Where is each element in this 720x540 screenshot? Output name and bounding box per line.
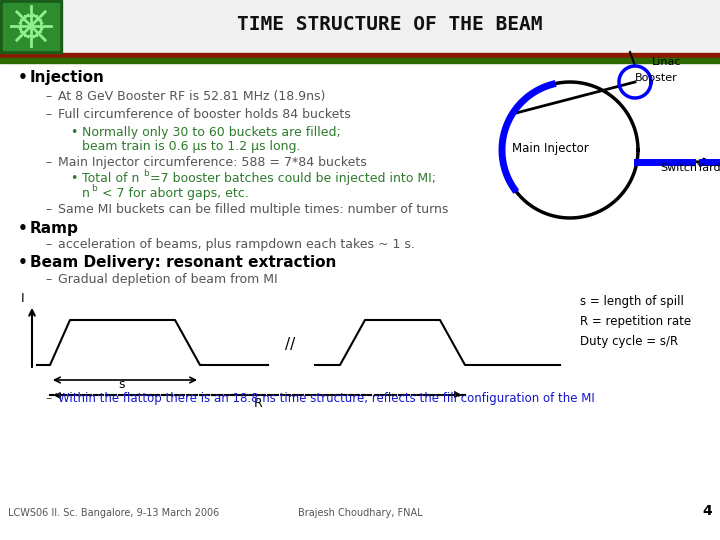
Text: Gradual depletion of beam from MI: Gradual depletion of beam from MI xyxy=(58,273,278,286)
Polygon shape xyxy=(619,66,651,98)
Bar xyxy=(0,58,720,63)
Text: •: • xyxy=(18,221,28,236)
Text: –: – xyxy=(45,156,51,169)
Text: •: • xyxy=(70,172,77,185)
Bar xyxy=(62,0,720,53)
Text: s: s xyxy=(119,378,125,391)
Text: R: R xyxy=(253,397,262,410)
Text: Linac: Linac xyxy=(652,57,682,67)
Text: –: – xyxy=(45,90,51,103)
Text: •: • xyxy=(18,70,28,85)
Text: n: n xyxy=(82,187,90,200)
Text: Ramp: Ramp xyxy=(30,221,79,236)
Text: Full circumference of booster holds 84 buckets: Full circumference of booster holds 84 b… xyxy=(58,108,351,121)
Text: •: • xyxy=(70,126,77,139)
Text: R = repetition rate: R = repetition rate xyxy=(580,315,691,328)
Text: LCWS06 II. Sc. Bangalore, 9-13 March 2006: LCWS06 II. Sc. Bangalore, 9-13 March 200… xyxy=(8,508,220,518)
Text: Booster: Booster xyxy=(635,73,678,83)
Text: –: – xyxy=(45,203,51,216)
Bar xyxy=(0,0,62,53)
Text: –: – xyxy=(45,108,51,121)
Text: //: // xyxy=(285,338,295,353)
Text: –: – xyxy=(45,238,51,251)
Text: At 8 GeV Booster RF is 52.81 MHz (18.9ns): At 8 GeV Booster RF is 52.81 MHz (18.9ns… xyxy=(58,90,325,103)
Text: Main Injector circumference: 588 = 7*84 buckets: Main Injector circumference: 588 = 7*84 … xyxy=(58,156,366,169)
Text: s = length of spill: s = length of spill xyxy=(580,295,684,308)
Text: b: b xyxy=(143,169,149,178)
Text: =7 booster batches could be injected into MI;: =7 booster batches could be injected int… xyxy=(150,172,436,185)
Text: Same MI buckets can be filled multiple times: number of turns: Same MI buckets can be filled multiple t… xyxy=(58,203,449,216)
Text: SwitchYard: SwitchYard xyxy=(660,163,720,173)
Text: beam train is 0.6 μs to 1.2 μs long.: beam train is 0.6 μs to 1.2 μs long. xyxy=(82,140,300,153)
Text: Total of n: Total of n xyxy=(82,172,140,185)
Text: acceleration of beams, plus rampdown each takes ~ 1 s.: acceleration of beams, plus rampdown eac… xyxy=(58,238,415,251)
Text: –: – xyxy=(45,392,51,405)
Text: Beam Delivery: resonant extraction: Beam Delivery: resonant extraction xyxy=(30,255,336,270)
Text: b: b xyxy=(91,184,96,193)
Text: 4: 4 xyxy=(702,504,712,518)
Bar xyxy=(0,53,720,58)
Bar xyxy=(3,3,59,50)
Text: •: • xyxy=(18,255,28,270)
Text: Injection: Injection xyxy=(30,70,105,85)
Text: TIME STRUCTURE OF THE BEAM: TIME STRUCTURE OF THE BEAM xyxy=(238,15,543,33)
Text: Normally only 30 to 60 buckets are filled;: Normally only 30 to 60 buckets are fille… xyxy=(82,126,341,139)
Text: Main Injector: Main Injector xyxy=(512,142,589,155)
Text: < 7 for abort gaps, etc.: < 7 for abort gaps, etc. xyxy=(98,187,248,200)
Text: I: I xyxy=(20,292,24,305)
Text: Within the flattop there is an 18.8 ns time structure, reflects the fill configu: Within the flattop there is an 18.8 ns t… xyxy=(58,392,595,405)
Text: Duty cycle = s/R: Duty cycle = s/R xyxy=(580,335,678,348)
Text: –: – xyxy=(45,273,51,286)
Text: Brajesh Choudhary, FNAL: Brajesh Choudhary, FNAL xyxy=(297,508,423,518)
